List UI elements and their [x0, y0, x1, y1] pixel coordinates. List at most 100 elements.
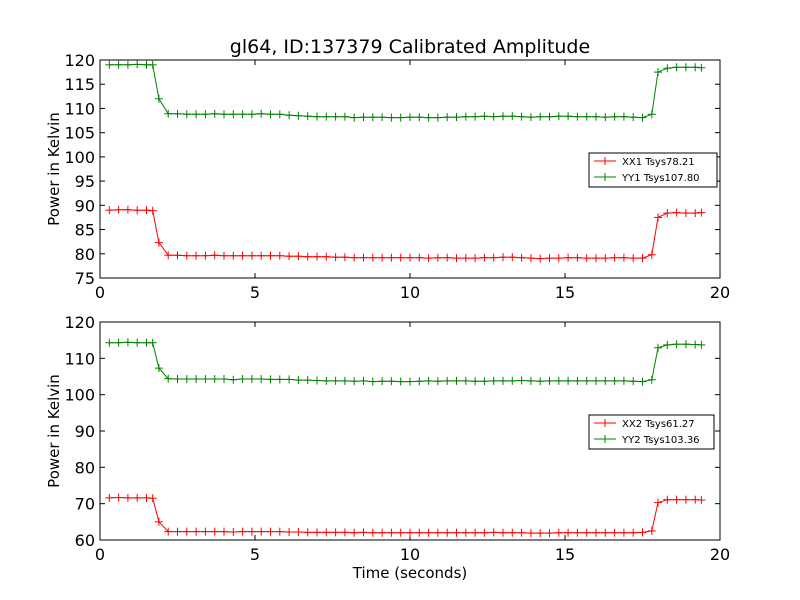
data-point	[266, 375, 275, 384]
series-line	[109, 63, 702, 119]
data-point	[697, 63, 706, 72]
x-tick-label: 20	[710, 283, 730, 302]
legend-entry: XX1 Tsys78.21	[594, 157, 695, 168]
y-tick-label: 80	[75, 245, 95, 264]
x-tick-label: 0	[95, 545, 105, 564]
x-tick-label: 10	[400, 283, 420, 302]
data-point	[322, 528, 331, 537]
data-point	[294, 111, 303, 120]
data-point	[461, 254, 470, 263]
data-point	[257, 375, 266, 384]
legend-label: XX1 Tsys78.21	[622, 157, 695, 168]
data-point	[164, 527, 173, 536]
data-point	[266, 110, 275, 119]
data-point	[340, 376, 349, 385]
data-point	[192, 251, 201, 260]
data-point	[663, 209, 672, 218]
data-point	[619, 112, 628, 121]
data-point	[629, 254, 638, 263]
data-point	[257, 251, 266, 260]
data-point	[387, 113, 396, 122]
data-point	[238, 375, 247, 384]
data-point	[573, 528, 582, 537]
data-point	[443, 376, 452, 385]
data-point	[368, 113, 377, 122]
data-point	[508, 112, 517, 121]
data-point	[508, 528, 517, 537]
data-point	[133, 338, 142, 347]
data-point	[480, 112, 489, 121]
data-point	[173, 527, 182, 536]
data-point	[359, 253, 368, 262]
data-point	[396, 113, 405, 122]
data-point	[592, 376, 600, 385]
data-point	[647, 250, 656, 259]
data-point	[564, 528, 573, 537]
data-point	[114, 60, 123, 69]
data-point	[285, 252, 294, 261]
data-point	[564, 112, 573, 121]
y-axis-label: Power in Kelvin	[45, 112, 63, 226]
data-point	[182, 110, 191, 119]
data-point	[592, 528, 600, 537]
data-point	[443, 113, 452, 122]
data-point	[201, 110, 210, 119]
data-point	[681, 495, 690, 504]
data-point	[114, 338, 123, 347]
data-point	[133, 206, 142, 215]
data-point	[294, 528, 303, 537]
data-point	[303, 528, 312, 537]
data-point	[654, 498, 662, 507]
data-point	[526, 254, 535, 263]
data-point	[610, 376, 619, 385]
data-point	[610, 528, 619, 537]
data-point	[672, 340, 681, 349]
data-point	[499, 376, 507, 385]
data-point	[322, 376, 331, 385]
data-point	[415, 377, 424, 386]
data-point	[220, 375, 228, 384]
data-point	[266, 527, 275, 536]
data-point	[573, 112, 582, 121]
data-point	[663, 495, 672, 504]
data-point	[601, 528, 610, 537]
data-point	[378, 253, 387, 262]
data-point	[545, 254, 554, 263]
data-point	[322, 112, 331, 121]
data-point	[303, 252, 312, 261]
legend-label: XX2 Tsys61.27	[622, 419, 695, 430]
y-tick-label: 80	[75, 458, 95, 477]
data-point	[638, 377, 647, 386]
data-point	[629, 377, 638, 386]
data-point	[433, 377, 442, 386]
data-point	[489, 253, 498, 262]
data-point	[340, 112, 349, 121]
data-point	[697, 496, 706, 505]
data-point	[415, 528, 424, 537]
data-point	[461, 376, 470, 385]
data-point	[508, 253, 517, 262]
data-point	[554, 528, 563, 537]
data-point	[220, 110, 228, 119]
data-point	[663, 340, 672, 349]
data-point	[536, 377, 545, 386]
data-point	[638, 528, 647, 537]
data-point	[387, 528, 396, 537]
data-point	[471, 377, 480, 386]
data-point	[582, 376, 591, 385]
data-point	[148, 60, 157, 69]
data-point	[154, 517, 163, 526]
data-point	[229, 528, 238, 537]
data-point	[210, 527, 219, 536]
y-tick-label: 70	[75, 495, 95, 514]
data-point	[123, 338, 132, 347]
data-point	[148, 338, 157, 347]
y-tick-label: 105	[64, 124, 95, 143]
data-point	[275, 251, 284, 260]
data-point	[201, 527, 210, 536]
data-point	[105, 206, 114, 215]
data-point	[257, 527, 266, 536]
series-line	[109, 496, 702, 534]
data-point	[610, 112, 619, 121]
data-point	[415, 253, 424, 262]
